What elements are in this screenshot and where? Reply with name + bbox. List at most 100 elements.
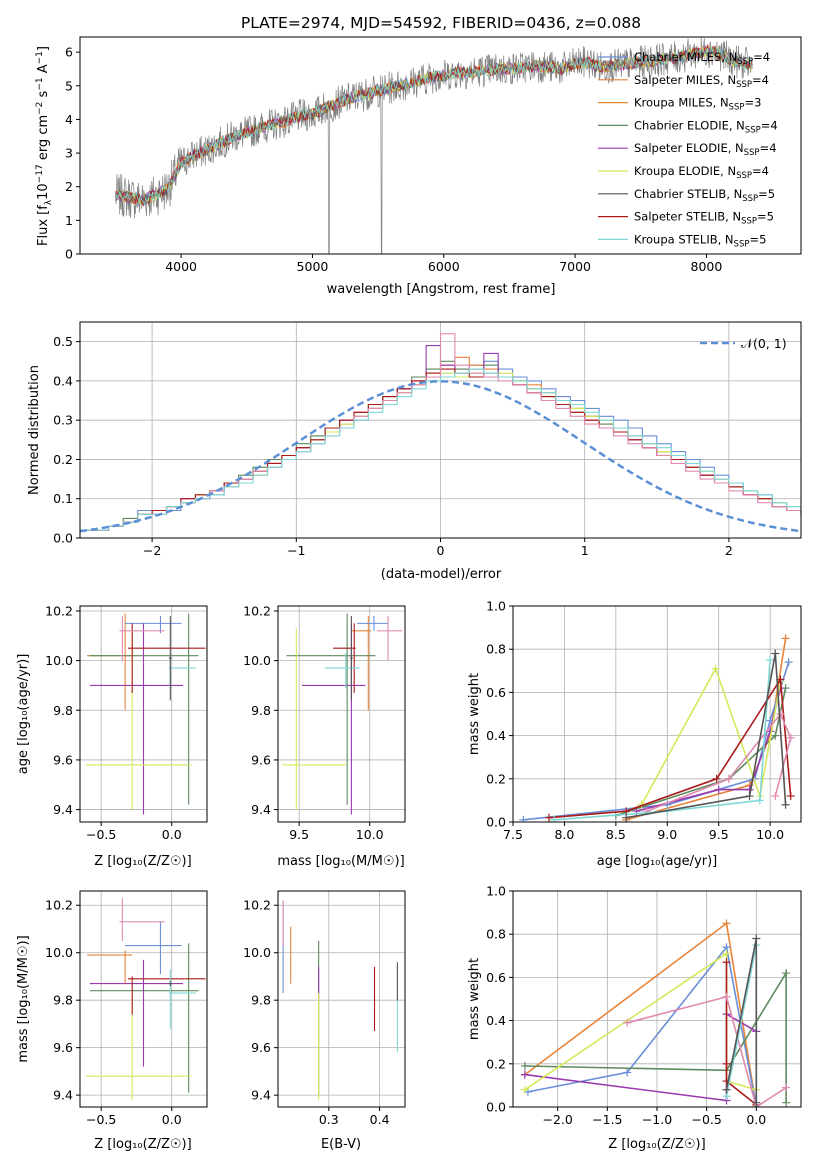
weight-vs-age-point-marker: [545, 813, 553, 822]
residual-histogram-line: [80, 360, 801, 531]
weight-vs-Z-panel: −2.0 −1.5 −1.0 −0.5 0.0 0.0 0.2 0.4 0.6 0.8 1.0 Z …: [467, 884, 802, 1152]
mass-vs-EBV-xtick-label: 0.4: [370, 1112, 390, 1127]
residuals-ytick-label: 0.3: [53, 413, 73, 428]
weight-vs-Z-series-line: [524, 952, 757, 1091]
age-vs-mass-ytick-label: 9.8: [251, 703, 271, 718]
weight-vs-age-point-marker: [712, 774, 721, 783]
mass-vs-EBV-ytick-label: 10.0: [243, 945, 271, 960]
weight-vs-age-ytick-label: 1.0: [486, 599, 506, 614]
gaussian-curve: [80, 380, 801, 533]
weight-vs-Z-point-marker: [752, 934, 761, 943]
weight-vs-age-point-marker: [781, 634, 790, 643]
weight-vs-age-xtick-label: 8.5: [606, 827, 626, 842]
age-vs-Z-ytick-label: 9.8: [53, 703, 73, 718]
weight-vs-Z-point-marker: [752, 1098, 761, 1107]
weight-vs-Z-ylabel: mass weight: [467, 958, 482, 1040]
weight-vs-Z-point-marker: [722, 958, 731, 967]
legend-label: Chabrier ELODIE, NSSP=4: [634, 118, 778, 135]
weight-vs-age-series-line: [554, 659, 771, 821]
weight-vs-Z-point-marker: [623, 1018, 632, 1027]
age-vs-mass-ytick-label: 9.4: [251, 802, 271, 817]
weight-vs-age-point-marker: [745, 792, 754, 801]
residual-histogram-line: [80, 368, 801, 531]
weight-vs-age-point-marker: [771, 649, 780, 658]
weight-vs-Z-point-marker: [722, 949, 731, 958]
spectrum-legend: Chabrier MILES, NSSP=4 Salpeter MILES, NS…: [598, 50, 778, 249]
weight-vs-Z-point-marker: [782, 969, 791, 978]
model-spectrum-line: [115, 46, 753, 206]
weight-vs-Z-xtick-label: −0.5: [691, 1112, 721, 1127]
age-vs-mass-ytick-label: 10.2: [243, 603, 271, 618]
age-vs-mass-xtick-label: 9.5: [289, 827, 309, 842]
weight-vs-age-panel: 7.5 8.0 8.5 9.0 9.5 10.0 0.0 0.2 0.4 0.6 0.8 1.0 ag…: [467, 599, 802, 869]
legend-label: Kroupa STELIB, NSSP=5: [634, 232, 766, 249]
age-vs-mass-panel: 9.5 10.0 9.4 9.6 9.8 10.0 10.2 mass [log₁₀(M/M…: [243, 603, 406, 869]
weight-vs-age-point-marker: [786, 792, 795, 801]
weight-vs-Z-xtick-label: −1.5: [592, 1112, 622, 1127]
weight-vs-Z-series-line: [527, 945, 758, 1107]
weight-vs-age-point-marker: [786, 733, 795, 742]
weight-vs-Z-point-marker: [722, 1059, 731, 1068]
weight-vs-age-ylabel: mass weight: [467, 673, 482, 755]
weight-vs-Z-series-line: [725, 962, 757, 1106]
legend-label: Salpeter MILES, NSSP=4: [634, 73, 769, 90]
weight-vs-Z-ytick-label: 0.2: [486, 1056, 506, 1071]
residuals-xtick-label: 1: [581, 543, 589, 558]
weight-vs-age-xtick-label: 8.0: [554, 827, 574, 842]
weight-vs-Z-series-line: [524, 1012, 757, 1102]
spectrum-xtick-label: 7000: [559, 259, 591, 274]
weight-vs-age-xtick-label: 9.0: [657, 827, 677, 842]
legend-label: Kroupa ELODIE, NSSP=4: [634, 164, 769, 181]
spectrum-ytick-label: 4: [65, 112, 73, 127]
age-vs-mass-ytick-label: 9.6: [251, 752, 271, 767]
weight-vs-Z-ytick-label: 0.4: [486, 1013, 506, 1028]
weight-vs-age-point-marker: [784, 658, 793, 667]
weight-vs-Z-xtick-label: −2.0: [543, 1112, 573, 1127]
mass-vs-Z-ytick-label: 10.0: [45, 945, 73, 960]
weight-vs-Z-point-marker: [520, 1070, 529, 1079]
age-vs-mass-ytick-label: 10.0: [243, 653, 271, 668]
age-vs-mass-xlabel: mass [log₁₀(M/M☉)]: [277, 854, 404, 869]
weight-vs-Z-xlabel: Z [log₁₀(Z/Z☉)]: [608, 1137, 705, 1152]
residual-histogram-line: [80, 372, 801, 531]
spectrum-xlabel: wavelength [Angstrom, rest frame]: [327, 282, 556, 297]
spectrum-ytick-label: 3: [65, 146, 73, 161]
legend-label: Salpeter STELIB, NSSP=5: [634, 210, 774, 227]
mass-vs-Z-ytick-label: 9.4: [53, 1088, 73, 1103]
weight-vs-age-point-marker: [766, 656, 775, 664]
mass-vs-EBV-panel: 0.3 0.4 9.4 9.6 9.8 10.0 10.2 E(B-V): [243, 890, 406, 1152]
mass-vs-Z-xtick-label: 0.0: [162, 1112, 182, 1127]
weight-vs-age-xlabel: age [log₁₀(age/yr)]: [597, 854, 718, 869]
residuals-ytick-label: 0.2: [53, 452, 73, 467]
mass-vs-EBV-ytick-label: 9.4: [251, 1088, 271, 1103]
residual-histogram-line: [80, 360, 801, 531]
weight-vs-age-series-line: [640, 666, 782, 806]
legend-label: Kroupa MILES, NSSP=3: [634, 96, 761, 113]
residuals-xtick-label: −2: [143, 543, 161, 558]
age-vs-Z-xtick-label: 0.0: [162, 827, 182, 842]
weight-vs-Z-series-line: [626, 995, 787, 1107]
spectrum-ytick-label: 5: [65, 78, 73, 93]
weight-vs-age-point-marker: [519, 815, 528, 822]
mass-vs-Z-panel: −0.5 0.0 9.4 9.6 9.8 10.0 10.2 Z [log₁₀(Z/Z☉)]…: [16, 890, 208, 1152]
weight-vs-Z-point-marker: [722, 919, 731, 928]
weight-vs-Z-ytick-label: 0.0: [486, 1100, 506, 1115]
spectrum-ylabel: Flux [fλ10−17 erg cm−2 s−1 A−1]: [35, 46, 54, 246]
residuals-xtick-label: 2: [725, 543, 733, 558]
weight-vs-age-series-line: [548, 676, 792, 819]
spectrum-xtick-label: 5000: [297, 259, 329, 274]
weight-vs-Z-point-marker: [722, 992, 731, 1001]
mass-vs-EBV-ytick-label: 10.2: [243, 898, 271, 913]
legend-label: Chabrier MILES, NSSP=4: [634, 50, 770, 67]
weight-vs-age-xtick-label: 10.0: [756, 827, 784, 842]
weight-vs-age-point-marker: [725, 774, 733, 783]
mass-vs-Z-ylabel: mass [log₁₀(M/M☉)]: [16, 935, 31, 1062]
weight-vs-age-xtick-label: 7.5: [503, 827, 523, 842]
legend-label: Chabrier STELIB, NSSP=5: [634, 187, 775, 204]
residuals-xtick-label: −1: [287, 543, 305, 558]
mass-vs-Z-xtick-label: −0.5: [86, 1112, 116, 1127]
weight-vs-age-point-marker: [755, 796, 764, 805]
residuals-ytick-label: 0.0: [53, 531, 73, 546]
spectrum-xtick-label: 4000: [165, 259, 197, 274]
